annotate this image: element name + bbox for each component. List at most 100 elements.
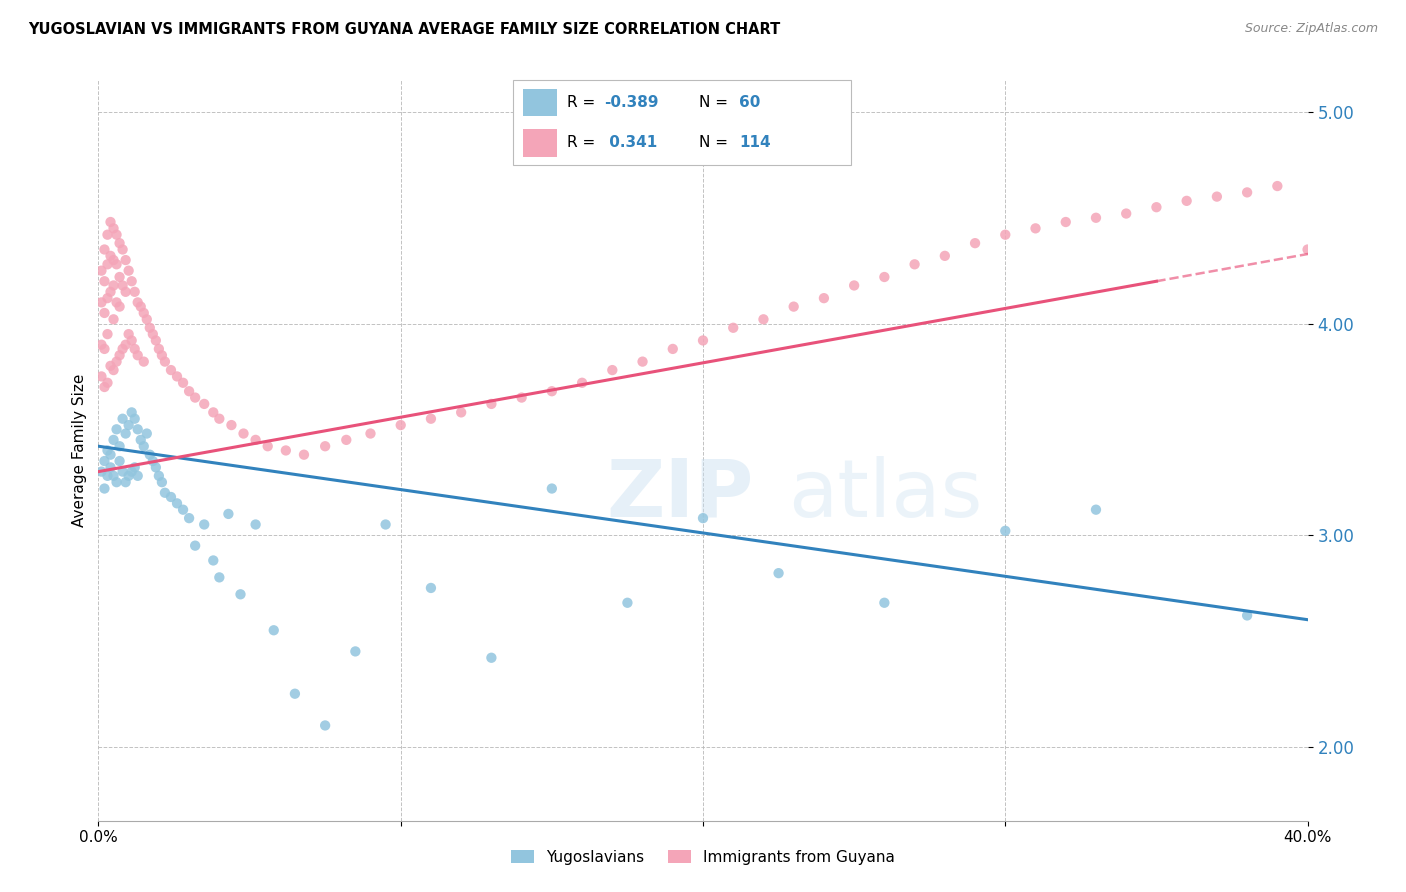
Point — [145, 460, 167, 475]
Point — [105, 257, 128, 271]
Point — [121, 405, 143, 419]
Point — [105, 422, 128, 436]
Point — [602, 363, 624, 377]
Point — [108, 300, 131, 314]
Bar — [523, 89, 557, 116]
Point — [148, 468, 170, 483]
Point — [100, 359, 122, 373]
Point — [100, 448, 122, 462]
Point — [100, 460, 122, 475]
Point — [1024, 221, 1046, 235]
Point — [96, 443, 118, 458]
Point — [150, 475, 173, 490]
Point — [108, 236, 131, 251]
Point — [127, 468, 149, 483]
Point — [208, 570, 231, 584]
Point — [692, 334, 714, 348]
Point — [904, 257, 927, 271]
Point — [314, 718, 336, 732]
Text: R =: R = — [567, 95, 600, 110]
Point — [263, 624, 285, 638]
Point — [616, 596, 638, 610]
Point — [114, 285, 136, 299]
Point — [540, 482, 562, 496]
Point — [103, 278, 125, 293]
Point — [481, 397, 503, 411]
Point — [284, 687, 307, 701]
Point — [103, 221, 125, 235]
Point — [111, 342, 134, 356]
Point — [965, 236, 987, 251]
Text: N =: N = — [699, 136, 733, 151]
Point — [540, 384, 562, 399]
Point — [103, 433, 125, 447]
Point — [148, 342, 170, 356]
Point — [96, 291, 118, 305]
Point — [934, 249, 956, 263]
Point — [127, 422, 149, 436]
Point — [135, 426, 157, 441]
Text: 60: 60 — [740, 95, 761, 110]
Point — [1236, 608, 1258, 623]
Point — [160, 490, 183, 504]
Point — [1085, 211, 1108, 225]
Point — [118, 263, 141, 277]
Point — [142, 327, 165, 342]
Point — [292, 448, 315, 462]
Point — [232, 426, 254, 441]
Point — [172, 502, 194, 516]
Point — [420, 411, 443, 425]
Text: Source: ZipAtlas.com: Source: ZipAtlas.com — [1244, 22, 1378, 36]
Point — [139, 320, 162, 334]
Point — [105, 295, 128, 310]
Point — [1386, 306, 1406, 320]
Text: R =: R = — [567, 136, 600, 151]
Point — [1357, 285, 1379, 299]
Point — [114, 337, 136, 351]
Point — [360, 426, 382, 441]
Point — [217, 507, 239, 521]
Legend: Yugoslavians, Immigrants from Guyana: Yugoslavians, Immigrants from Guyana — [505, 844, 901, 871]
Point — [335, 433, 357, 447]
Point — [193, 517, 215, 532]
Point — [132, 439, 155, 453]
Point — [256, 439, 278, 453]
Point — [103, 468, 125, 483]
Point — [1144, 200, 1167, 214]
Point — [202, 553, 225, 567]
Point — [121, 334, 143, 348]
Point — [103, 253, 125, 268]
Y-axis label: Average Family Size: Average Family Size — [72, 374, 87, 527]
Point — [1206, 189, 1229, 203]
Point — [111, 243, 134, 257]
Point — [314, 439, 336, 453]
Point — [844, 278, 866, 293]
Point — [813, 291, 835, 305]
Point — [124, 411, 146, 425]
Text: YUGOSLAVIAN VS IMMIGRANTS FROM GUYANA AVERAGE FAMILY SIZE CORRELATION CHART: YUGOSLAVIAN VS IMMIGRANTS FROM GUYANA AV… — [28, 22, 780, 37]
Point — [481, 650, 503, 665]
Point — [166, 496, 188, 510]
Point — [96, 468, 118, 483]
Point — [783, 300, 806, 314]
Point — [139, 448, 162, 462]
Point — [1296, 243, 1319, 257]
Point — [202, 405, 225, 419]
Text: atlas: atlas — [787, 456, 981, 534]
Point — [420, 581, 443, 595]
Point — [93, 454, 115, 468]
Point — [118, 468, 141, 483]
Point — [1267, 179, 1289, 194]
Point — [245, 517, 267, 532]
Point — [184, 391, 207, 405]
Point — [873, 270, 896, 285]
Text: 0.341: 0.341 — [605, 136, 658, 151]
Point — [93, 380, 115, 394]
Point — [90, 369, 112, 384]
Point — [105, 475, 128, 490]
Point — [100, 215, 122, 229]
Point — [994, 227, 1017, 242]
Point — [160, 363, 183, 377]
Point — [124, 285, 146, 299]
Point — [172, 376, 194, 390]
